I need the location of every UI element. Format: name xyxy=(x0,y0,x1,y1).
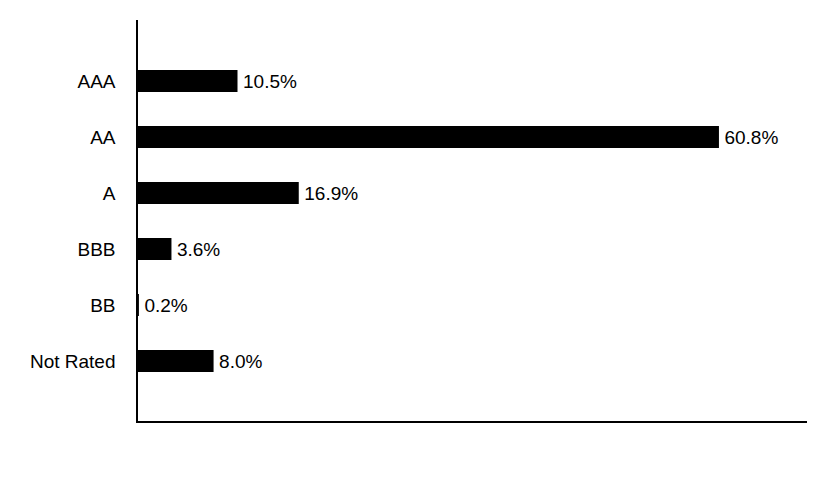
svg-text:Not Rated: Not Rated xyxy=(30,351,116,372)
svg-text:8.0%: 8.0% xyxy=(219,351,262,372)
svg-text:BB: BB xyxy=(90,295,115,316)
svg-text:A: A xyxy=(103,183,116,204)
svg-text:BBB: BBB xyxy=(77,239,115,260)
svg-text:10.5%: 10.5% xyxy=(243,71,297,92)
svg-text:0.2%: 0.2% xyxy=(144,295,187,316)
svg-text:AAA: AAA xyxy=(77,71,115,92)
svg-text:16.9%: 16.9% xyxy=(304,183,358,204)
svg-text:AA: AA xyxy=(90,127,116,148)
svg-text:3.6%: 3.6% xyxy=(177,239,220,260)
svg-text:60.8%: 60.8% xyxy=(724,127,778,148)
